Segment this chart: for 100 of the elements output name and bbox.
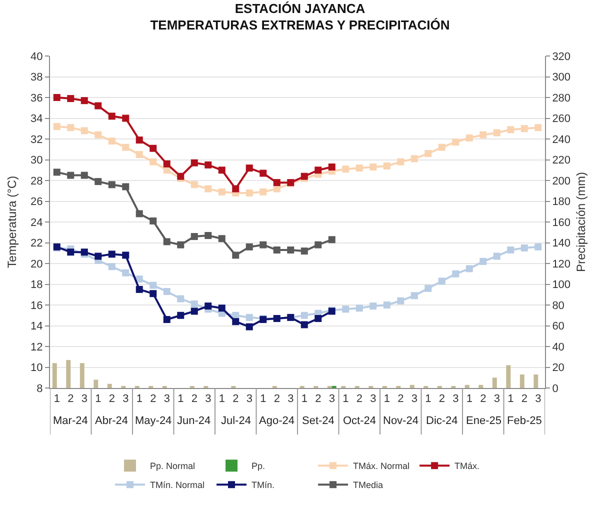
legend-label: TMáx. [454,461,480,472]
y-tick-label: 10 [30,362,43,374]
point [177,241,184,248]
point [314,314,322,322]
point [108,112,116,120]
y-tick-label: 24 [30,216,43,229]
x-tick-label: 2 [480,393,486,406]
x-tick-label: 2 [232,393,239,406]
legend-label: TMedia [353,480,384,490]
text: Dic-24 [426,415,458,427]
point [94,131,102,138]
point [108,138,116,145]
point [136,286,143,293]
point [466,134,473,142]
point [190,181,198,188]
x-tick-label: 1 [260,393,266,406]
y2-tick-label: 120 [552,258,571,270]
point [534,124,542,132]
legend-label: Pp. Normal [150,461,196,472]
text: Oct-24 [343,415,376,427]
point [136,151,143,158]
point [94,102,102,110]
point [204,302,212,310]
y-tick-label: 26 [30,196,43,208]
point [80,172,88,179]
point [80,97,88,104]
y2-tick-label: 280 [552,92,571,104]
point [122,269,130,276]
point [273,246,280,254]
y-tick-label: 28 [30,175,43,188]
x-tick-label: 3 [411,393,418,406]
point [232,252,240,259]
point [67,248,74,256]
legend-label: TMín. Normal [150,480,205,490]
point [534,243,542,250]
point [190,308,198,315]
chart-subtitle: TEMPERATURAS EXTREMAS Y PRECIPITACIÓN [150,18,450,33]
point [122,183,130,190]
y2-tick-label: 260 [552,113,571,126]
point [260,241,267,248]
point [287,246,294,254]
y2-tick-label: 0 [552,382,558,395]
x-tick-label: 3 [81,393,88,406]
x-tick-label: 2 [356,393,362,406]
point [356,164,363,172]
point [246,189,253,196]
point [150,217,157,224]
y-tick-label: 14 [30,320,43,333]
point [314,241,322,248]
point [80,127,88,134]
point [300,312,308,319]
point [300,248,308,255]
x-tick-label: 3 [246,393,252,406]
point [452,270,460,278]
point [466,265,473,272]
point [163,316,170,324]
point [424,150,432,158]
point [190,233,198,240]
point [480,258,487,265]
x-tick-label: 3 [328,393,335,406]
point [342,166,350,173]
y2-tick-label: 40 [552,341,564,354]
y-tick-label: 8 [36,382,43,395]
x-tick-label: 2 [438,393,445,406]
y-tick-label: 38 [30,72,43,84]
point [122,144,130,151]
y-tick-label: 18 [30,279,43,292]
x-tick-label: 3 [122,393,129,406]
point [493,252,500,260]
text: Mar-24 [53,415,88,427]
point [424,284,432,292]
point [273,185,280,192]
point [163,160,170,168]
point [273,179,280,186]
point [67,124,74,132]
point [204,232,212,239]
point [218,188,226,196]
chart-title: ESTACIÓN JAYANCA [234,0,366,16]
y-tick-label: 36 [30,92,43,104]
y2-tick-label: 300 [552,72,571,84]
x-tick-label: 2 [108,393,115,406]
point [150,290,157,298]
point [53,94,60,101]
point [150,158,157,166]
point [314,166,322,174]
point [136,136,143,144]
y-tick-label: 12 [30,341,43,354]
point [397,297,404,304]
point [328,236,336,244]
point [507,126,514,134]
x-tick-label: 2 [274,393,280,406]
point [232,318,240,326]
point [383,302,390,308]
y2-tick-label: 160 [552,216,571,229]
point [356,304,363,312]
x-tick-label: 2 [191,393,198,406]
point [452,138,460,146]
point [493,129,500,136]
y-tick-label: 20 [30,258,43,270]
point [328,164,336,171]
